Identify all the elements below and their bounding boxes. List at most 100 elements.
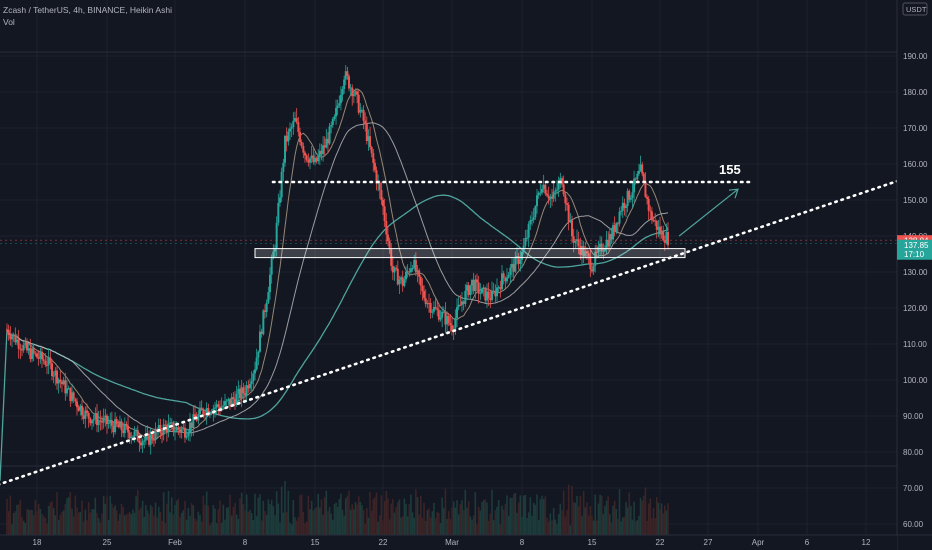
volume-bar bbox=[277, 503, 280, 535]
candle-body bbox=[32, 348, 35, 354]
volume-bar bbox=[491, 489, 493, 535]
candle-body bbox=[133, 431, 136, 437]
volume-bar bbox=[132, 509, 134, 535]
volume-bar bbox=[323, 497, 326, 535]
candle-body bbox=[634, 178, 637, 180]
candle-body bbox=[574, 241, 577, 243]
candle-body bbox=[549, 196, 552, 199]
candle-body bbox=[209, 413, 211, 415]
candle-body bbox=[220, 406, 223, 410]
volume-bar bbox=[230, 515, 233, 535]
candle-body bbox=[300, 142, 303, 147]
volume-bar bbox=[377, 521, 379, 535]
candle-body bbox=[304, 152, 306, 156]
volume-bar bbox=[537, 520, 540, 535]
volume-bar bbox=[71, 508, 73, 535]
time-tick-label: Mar bbox=[445, 538, 459, 547]
volume-bar bbox=[596, 520, 598, 535]
volume-bar bbox=[24, 522, 27, 535]
volume-bar bbox=[631, 519, 634, 535]
volume-bar bbox=[582, 490, 585, 535]
candle-body bbox=[320, 150, 323, 155]
volume-bar bbox=[547, 521, 550, 535]
volume-bar bbox=[646, 520, 648, 535]
candle-body bbox=[190, 422, 193, 428]
candle-body bbox=[457, 304, 460, 308]
volume-bar bbox=[167, 491, 170, 535]
candle-body bbox=[393, 267, 396, 273]
time-tick-label: 8 bbox=[243, 538, 248, 547]
projection-arrow-line bbox=[678, 188, 739, 237]
volume-bar bbox=[398, 499, 401, 535]
candle-body bbox=[302, 146, 305, 153]
price-tick-label: 100.00 bbox=[903, 376, 928, 385]
candle-body bbox=[396, 268, 399, 285]
countdown-timer: 17:10 bbox=[904, 250, 925, 259]
volume-bar bbox=[504, 503, 507, 535]
volume-bar bbox=[408, 504, 411, 535]
candles bbox=[6, 65, 669, 455]
candle-body bbox=[600, 243, 603, 252]
candle-body bbox=[135, 430, 138, 432]
candle-body bbox=[184, 427, 186, 438]
volume-bar bbox=[428, 508, 430, 535]
volume-bar bbox=[11, 524, 13, 535]
time-tick-label: 12 bbox=[862, 538, 871, 547]
volume-bar bbox=[76, 507, 78, 535]
volume-bar bbox=[366, 508, 368, 535]
candle-body bbox=[312, 155, 315, 163]
volume-bar bbox=[529, 497, 532, 535]
volume-bar bbox=[197, 511, 200, 535]
volume-bar bbox=[153, 515, 155, 535]
volume-bar bbox=[349, 509, 352, 535]
volume-bar bbox=[31, 509, 33, 535]
volume-bar bbox=[272, 506, 275, 535]
volume-bar bbox=[16, 504, 18, 535]
volume-bar bbox=[641, 500, 643, 535]
volume-bar bbox=[84, 509, 87, 535]
candle-body bbox=[225, 400, 228, 402]
candle-body bbox=[602, 250, 605, 252]
candle-body bbox=[372, 153, 375, 163]
volume-bar bbox=[207, 505, 210, 535]
candle-body bbox=[24, 342, 27, 346]
candle-body bbox=[564, 194, 567, 204]
volume-bar bbox=[542, 499, 545, 535]
candle-body bbox=[22, 345, 25, 351]
candle-body bbox=[127, 425, 130, 433]
candle-body bbox=[343, 79, 346, 89]
price-axis: 190.00180.00170.00160.00150.00140.00130.… bbox=[896, 0, 932, 550]
volume-bars bbox=[6, 481, 669, 535]
volume-bar bbox=[544, 496, 547, 535]
volume-bar bbox=[336, 506, 339, 535]
volume-bar bbox=[634, 521, 637, 535]
volume-bar bbox=[424, 520, 427, 535]
volume-bar bbox=[274, 515, 276, 535]
candle-body bbox=[502, 273, 505, 278]
candle-body bbox=[577, 239, 580, 246]
candle-body bbox=[385, 220, 388, 235]
volume-bar bbox=[497, 500, 500, 535]
candle-body bbox=[551, 196, 553, 199]
volume-bar bbox=[107, 520, 110, 535]
candle-body bbox=[667, 232, 669, 246]
volume-bar bbox=[628, 492, 631, 535]
candle-body bbox=[597, 246, 600, 253]
volume-bar bbox=[49, 502, 52, 535]
candle-body bbox=[487, 291, 490, 299]
time-tick-label: 6 bbox=[805, 538, 810, 547]
candle-body bbox=[81, 405, 83, 416]
volume-bar bbox=[569, 525, 572, 535]
volume-bar bbox=[617, 518, 619, 535]
volume-bar bbox=[584, 507, 587, 535]
candle-body bbox=[650, 211, 653, 221]
candle-body bbox=[641, 164, 644, 174]
volume-bar bbox=[209, 525, 211, 535]
volume-bar bbox=[162, 492, 165, 535]
volume-bar bbox=[517, 502, 520, 535]
candle-body bbox=[118, 421, 121, 428]
volume-bar bbox=[451, 507, 453, 535]
volume-bar bbox=[200, 521, 203, 535]
time-tick-label: 22 bbox=[379, 538, 388, 547]
